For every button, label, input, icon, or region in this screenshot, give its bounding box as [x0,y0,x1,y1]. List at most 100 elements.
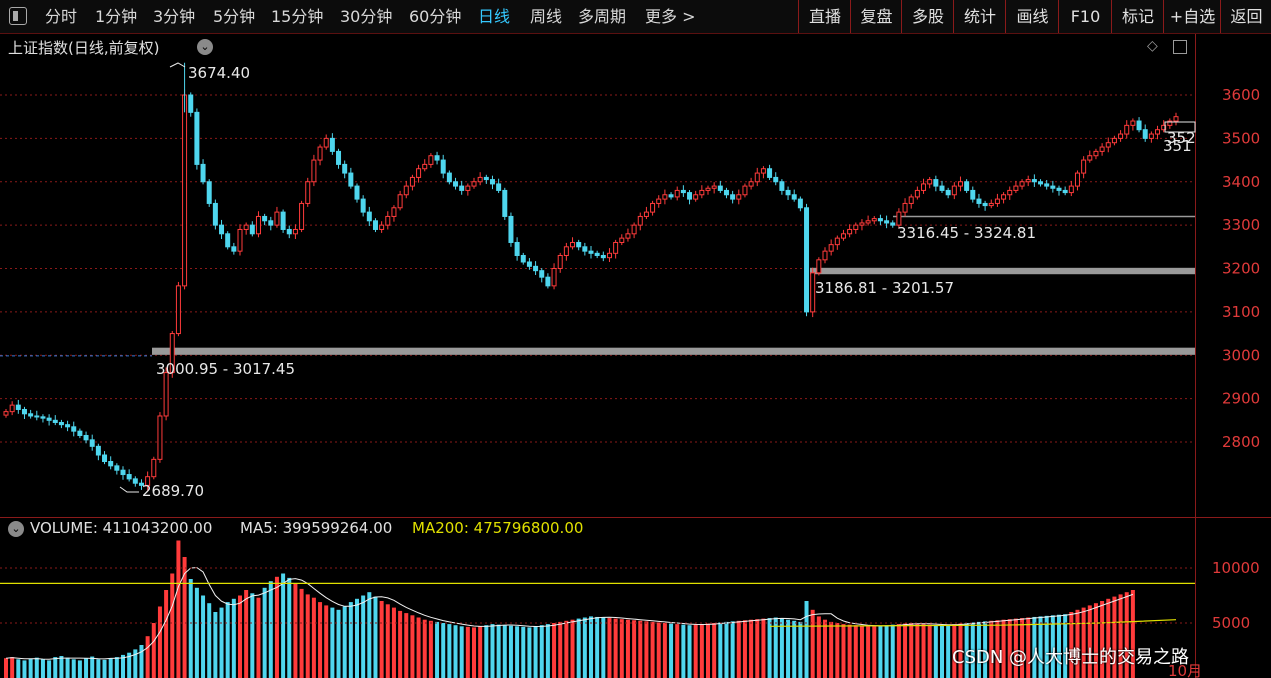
volume-bar-5 [34,657,39,678]
volume-bar-135 [835,623,840,678]
volume-bar-65 [404,613,409,678]
volume-bar-147 [909,623,914,678]
volume-bar-140 [866,626,871,678]
candle-body-146 [902,202,908,213]
action-button-5[interactable]: F10 [1058,0,1112,33]
candle-body-21 [132,478,138,484]
period-tab-2[interactable]: 3分钟 [153,7,196,26]
volume-bar-156 [964,623,969,678]
gap-band-1 [152,347,1195,355]
action-button-3[interactable]: 统计 [953,0,1006,33]
price-tick-3500: 3500 [1222,129,1260,147]
action-button-2[interactable]: 多股 [901,0,954,33]
candle-body-14 [89,439,95,447]
candle-body-69 [428,155,434,165]
volume-bar-154 [952,624,957,678]
candle-body-131 [810,272,816,313]
candle-body-7 [46,417,52,421]
layout-toggle-icon[interactable] [1173,40,1187,54]
period-tab-5[interactable]: 30分钟 [340,7,393,26]
candle-body-121 [748,181,754,187]
volume-bar-163 [1007,619,1012,678]
volume-bar-10 [65,657,70,678]
candle-body-173 [1068,185,1074,194]
volume-bar-149 [921,624,926,678]
candle-body-175 [1081,159,1087,174]
volume-bar-14 [90,656,95,678]
period-tab-9[interactable]: 多周期 [578,7,627,26]
volume-bar-155 [958,623,963,678]
candle-body-94 [582,246,588,252]
candle-body-29 [182,94,188,287]
volume-bar-61 [379,601,384,678]
action-button-6[interactable]: 标记 [1111,0,1164,33]
period-tab-3[interactable]: 5分钟 [213,7,256,26]
candle-body-114 [705,187,711,191]
kline-chart[interactable]: 3600 3500 3400 3300 3200 3100 3000 2900 2800 100… [0,34,1271,678]
volume-bar-124 [767,618,772,678]
period-tab-6[interactable]: 60分钟 [409,7,462,26]
candle-body-167 [1031,179,1037,183]
candle-body-91 [563,246,569,256]
volume-bar-48 [299,588,304,678]
candle-body-157 [970,189,976,200]
volume-bar-136 [841,624,846,678]
price-tick-3200: 3200 [1222,260,1260,278]
volume-bar-161 [995,620,1000,678]
candle-body-101 [625,233,631,239]
volume-bar-60 [373,596,378,678]
candle-body-9 [58,421,64,426]
action-button-7[interactable]: +自选 [1163,0,1221,33]
candle-body-10 [65,424,71,428]
candle-body-24 [151,458,157,478]
period-tab-4[interactable]: 15分钟 [271,7,324,26]
volume-bar-118 [730,621,735,678]
price-tick-2900: 2900 [1222,390,1260,408]
volume-bar-162 [1001,619,1006,678]
volume-bar-144 [890,624,895,678]
candle-body-179 [1105,142,1111,148]
candle-body-130 [804,207,810,313]
ma200-value: MA200: 475796800.00 [412,519,584,537]
candle-body-122 [754,172,760,183]
action-button-1[interactable]: 复盘 [850,0,902,33]
period-tab-8[interactable]: 周线 [530,7,563,26]
volume-bar-31 [194,587,199,678]
period-tab-0[interactable]: 分时 [45,7,78,26]
period-tab-7[interactable]: 日线 [478,7,511,26]
candle-body-63 [391,207,397,217]
candle-body-71 [440,159,446,174]
candle-body-40 [249,224,255,235]
volume-bar-23 [145,636,150,678]
volume-bar-159 [983,621,988,678]
period-tab-1[interactable]: 1分钟 [95,7,138,26]
ma5-value: MA5: 399599264.00 [240,519,393,537]
volume-bar-36 [225,602,230,678]
candle-body-51 [317,146,323,161]
volume-bar-66 [410,615,415,678]
candle-body-186 [1148,133,1154,139]
candle-body-84 [520,254,526,263]
chevron-down-icon[interactable]: ⌄ [197,39,213,55]
action-button-4[interactable]: 画线 [1005,0,1059,33]
volume-bar-44 [274,576,279,678]
candle-body-87 [539,270,545,278]
volume-bar-103 [638,620,643,678]
volume-collapse-icon[interactable]: ⌄ [8,521,24,537]
volume-bar-141 [872,626,877,678]
candle-body-15 [95,445,101,456]
volume-bar-130 [804,601,809,678]
menu-toggle-icon[interactable] [9,7,27,25]
diamond-icon[interactable]: ◇ [1147,38,1158,54]
candle-body-86 [533,265,539,272]
candle-body-147 [908,196,914,204]
volume-bar-158 [976,621,981,678]
action-button-0[interactable]: 直播 [798,0,851,33]
volume-bar-106 [656,622,661,678]
period-tab-10[interactable]: 更多 > [645,7,696,26]
candle-body-123 [760,168,766,174]
volume-bar-139 [859,625,864,678]
action-button-8[interactable]: 返回 [1220,0,1271,33]
volume-bar-100 [619,619,624,678]
price-tick-3400: 3400 [1222,173,1260,191]
